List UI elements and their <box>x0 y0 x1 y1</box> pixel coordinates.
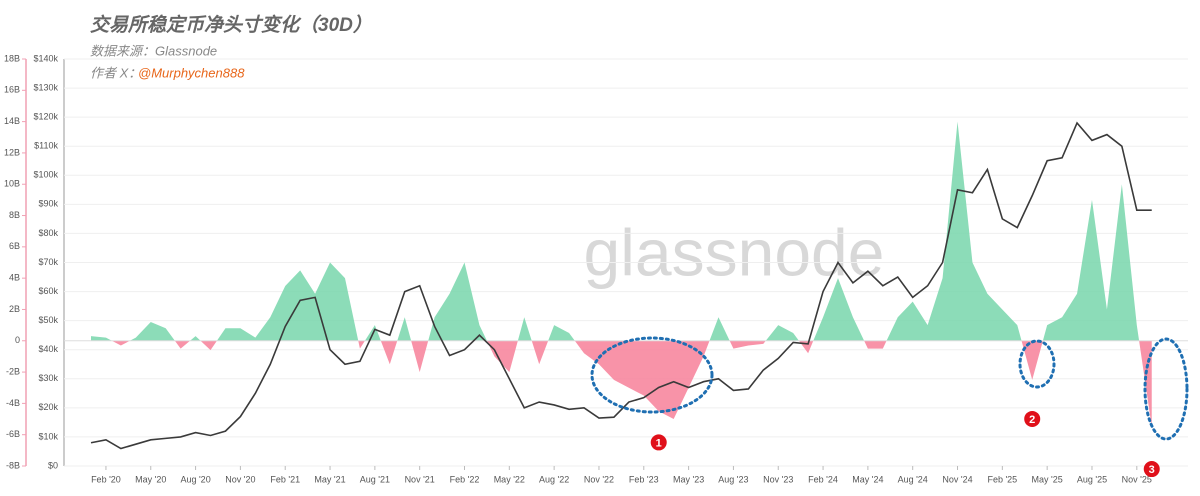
x-tick-label: Aug '23 <box>718 474 748 484</box>
y2-tick-label: $120k <box>33 112 58 122</box>
highlight-ellipse <box>1143 337 1189 441</box>
x-tick-label: Nov '23 <box>763 474 793 484</box>
y-tick-label: 4B <box>9 273 20 283</box>
x-tick-label: Nov '22 <box>584 474 614 484</box>
y-tick-label: 0 <box>15 335 20 345</box>
y-tick-label: 2B <box>9 304 20 314</box>
y-tick-label: 8B <box>9 210 20 220</box>
y-tick-label: 14B <box>4 116 20 126</box>
x-tick-label: Feb '20 <box>91 474 121 484</box>
highlight-ellipse <box>590 336 714 414</box>
y-tick-label: -8B <box>6 460 20 470</box>
x-tick-label: Feb '25 <box>987 474 1017 484</box>
y-tick-label: -4B <box>6 398 20 408</box>
y2-tick-label: $50k <box>38 315 58 325</box>
x-tick-label: Feb '23 <box>629 474 659 484</box>
x-tick-label: May '23 <box>673 474 704 484</box>
y2-tick-label: $110k <box>34 141 58 151</box>
x-tick-label: May '24 <box>852 474 883 484</box>
x-tick-label: May '22 <box>494 474 525 484</box>
annotation-label: 3 <box>1149 464 1155 476</box>
annotation-badge <box>650 434 667 451</box>
x-tick-label: Nov '20 <box>225 474 255 484</box>
y2-tick-label: $20k <box>38 402 58 412</box>
x-tick-label: Aug '20 <box>180 474 210 484</box>
y2-tick-label: $140k <box>33 53 58 63</box>
watermark: glassnode <box>584 215 885 289</box>
annotation-badge <box>1143 461 1160 478</box>
chart-title: 交易所稳定币净头寸变化（30D） <box>90 14 372 36</box>
author-prefix: 作者 X： <box>90 65 141 80</box>
y-tick-label: 10B <box>4 179 20 189</box>
y2-tick-label: $80k <box>38 228 58 238</box>
y-tick-label: -6B <box>6 429 20 439</box>
x-tick-label: Aug '22 <box>539 474 569 484</box>
x-tick-label: Feb '24 <box>808 474 838 484</box>
price-line <box>90 121 1152 450</box>
x-tick-label: Aug '21 <box>360 474 390 484</box>
y2-tick-label: $60k <box>38 286 58 296</box>
y2-tick-label: $10k <box>38 431 58 441</box>
annotation-badge <box>1024 410 1041 427</box>
y2-tick-label: $70k <box>38 257 58 267</box>
y2-tick-label: $30k <box>38 373 58 383</box>
x-tick-label: May '25 <box>1032 474 1063 484</box>
y2-tick-label: $100k <box>33 170 58 180</box>
x-tick-label: Aug '24 <box>898 474 928 484</box>
x-tick-label: Nov '21 <box>405 474 435 484</box>
y-tick-label: 18B <box>4 53 20 63</box>
y2-tick-label: $130k <box>33 82 58 92</box>
y-tick-label: -2B <box>6 366 20 376</box>
x-tick-label: May '21 <box>314 474 345 484</box>
y2-tick-label: $40k <box>38 344 58 354</box>
annotation-label: 2 <box>1029 414 1035 426</box>
y-tick-label: 16B <box>4 85 20 95</box>
x-tick-label: May '20 <box>135 474 166 484</box>
y2-tick-label: $90k <box>38 199 58 209</box>
x-tick-label: Nov '24 <box>942 474 972 484</box>
x-tick-label: Aug '25 <box>1077 474 1107 484</box>
y-tick-label: 12B <box>4 147 20 157</box>
author: @Murphychen888 <box>138 65 245 80</box>
annotation-label: 1 <box>656 437 662 449</box>
x-tick-label: Feb '21 <box>270 474 300 484</box>
x-tick-label: Feb '22 <box>450 474 480 484</box>
subtitle: 数据来源：Glassnode <box>90 43 217 58</box>
netflow-area <box>91 121 1152 427</box>
y-tick-label: 6B <box>9 241 20 251</box>
y2-tick-label: $0 <box>48 460 58 470</box>
x-tick-label: Nov '25 <box>1122 474 1152 484</box>
highlight-ellipse <box>1018 339 1056 389</box>
